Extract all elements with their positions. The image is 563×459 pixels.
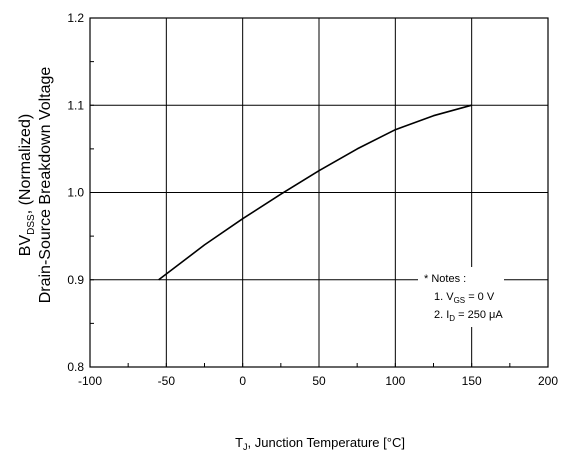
x-tick-label: -100 xyxy=(78,374,102,388)
y-axis-title-subscript: DSS xyxy=(26,214,37,235)
series xyxy=(158,104,472,281)
notes-title: * Notes : xyxy=(424,273,466,285)
notes-line2: 2. ID = 250 μA xyxy=(434,309,503,323)
x-axis-title-subscript: J xyxy=(243,442,248,452)
grid xyxy=(90,18,548,367)
y-tick-label: 1.0 xyxy=(67,186,84,200)
y-tick-label: 0.9 xyxy=(67,273,84,287)
notes-line2-prefix: 2. I xyxy=(434,309,449,321)
y-axis-title-rest: , (Normalized) xyxy=(17,114,34,214)
notes-line2-rest: = 250 μA xyxy=(455,309,503,321)
x-tick-label: 0 xyxy=(239,374,246,388)
y-tick-label: 1.2 xyxy=(67,11,84,25)
y-axis-title-line1: BVDSS, (Normalized) xyxy=(17,114,37,256)
y-axis-ticks: 0.8 0.9 1.0 1.1 1.2 xyxy=(67,11,94,374)
x-tick-label: -50 xyxy=(158,374,176,388)
notes-line1-rest: = 0 V xyxy=(465,291,495,303)
x-axis-title-rest: , Junction Temperature [°C] xyxy=(248,435,405,450)
notes-line2-subscript: D xyxy=(449,314,455,323)
notes-line1: 1. VGS = 0 V xyxy=(434,291,495,305)
notes-annotation: * Notes : 1. VGS = 0 V 2. ID = 250 μA xyxy=(418,267,504,327)
x-tick-label: 150 xyxy=(462,374,482,388)
x-axis-ticks: -100 -50 0 50 100 150 200 xyxy=(78,363,558,388)
x-tick-label: 200 xyxy=(538,374,558,388)
x-tick-label: 100 xyxy=(385,374,405,388)
y-tick-label: 1.1 xyxy=(67,98,84,112)
y-axis-title-prefix: BV xyxy=(17,235,34,257)
y-tick-label: 0.8 xyxy=(67,360,84,374)
x-tick-label: 50 xyxy=(312,374,326,388)
x-axis-title: TJ, Junction Temperature [°C] xyxy=(235,435,405,452)
x-axis-title-prefix: T xyxy=(235,435,243,450)
notes-line1-subscript: GS xyxy=(454,296,466,305)
notes-box xyxy=(418,267,504,327)
notes-line1-prefix: 1. V xyxy=(434,291,454,303)
y-axis-title-line2: Drain-Source Breakdown Voltage xyxy=(37,67,54,304)
breakdown-voltage-curve xyxy=(158,104,472,281)
